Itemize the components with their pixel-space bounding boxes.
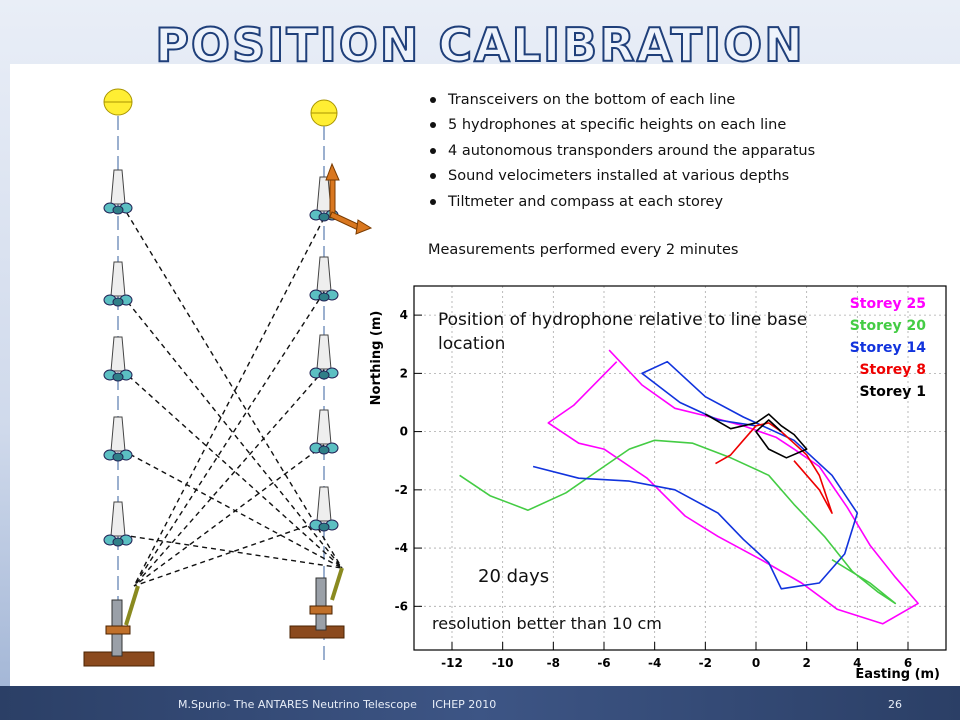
x-tick-label: -10 — [492, 656, 514, 670]
page-number: 26 — [888, 698, 902, 711]
series-line — [547, 349, 919, 625]
plot-overlay-title: Position of hydrophone relative to line … — [438, 310, 808, 354]
y-tick-label: 0 — [400, 425, 408, 439]
legend: Storey 25 Storey 20 Storey 14 Storey 8 Store… — [850, 296, 927, 400]
bullet-item: 4 autonomous transponders around the app… — [428, 139, 815, 164]
y-axis-label: Northing (m) — [369, 311, 384, 406]
legend-entry: Storey 1 — [859, 384, 926, 400]
anchor-base-icon — [83, 567, 345, 667]
bullet-list: Transceivers on the bottom of each line … — [428, 88, 815, 215]
x-tick-label: 6 — [904, 656, 912, 670]
bullet-item: Sound velocimeters installed at various … — [428, 164, 815, 189]
measurements-text: Measurements performed every 2 minutes — [428, 242, 739, 258]
y-tick-label: -6 — [395, 599, 408, 613]
x-tick-label: -4 — [648, 656, 661, 670]
footer-mid: ICHEP 2010 — [432, 698, 497, 711]
compass-arrows-icon — [325, 162, 373, 235]
series-line — [532, 360, 859, 590]
buoy-icon — [103, 88, 338, 127]
x-tick-label: -6 — [597, 656, 610, 670]
footer-left: M.Spurio- The ANTARES Neutrino Telescope — [178, 698, 417, 711]
x-tick-label: -12 — [441, 656, 463, 670]
slide-title: POSITION CALIBRATION — [154, 17, 805, 73]
x-tick-label: -2 — [699, 656, 712, 670]
x-tick-label: 0 — [752, 656, 760, 670]
series-line — [459, 439, 897, 605]
x-axis-label: Easting (m) — [855, 667, 940, 682]
y-tick-label: -4 — [395, 541, 408, 555]
storey-icon — [309, 176, 339, 532]
legend-entry: Storey 8 — [859, 362, 926, 378]
bullet-item: 5 hydrophones at specific heights on eac… — [428, 113, 815, 138]
resolution-label: resolution better than 10 cm — [432, 614, 662, 633]
storey-icon — [103, 169, 133, 547]
y-tick-label: 4 — [400, 308, 408, 322]
y-tick-label: 2 — [400, 366, 408, 380]
position-plot: -12 -10 -8 -6 -4 -2 0 2 4 6 -6 -4 -2 0 2 4 Northing (m… — [358, 278, 956, 686]
x-tick-label: 4 — [853, 656, 861, 670]
series-line — [704, 413, 808, 459]
series-line — [715, 422, 833, 514]
bullet-item: Transceivers on the bottom of each line — [428, 88, 815, 113]
legend-entry: Storey 25 — [850, 296, 926, 312]
footer-bar — [0, 686, 960, 720]
x-tick-label: 2 — [802, 656, 810, 670]
bullet-item: Tiltmeter and compass at each storey — [428, 190, 815, 215]
legend-entry: Storey 14 — [850, 340, 927, 356]
x-tick-label: -8 — [547, 656, 560, 670]
duration-label: 20 days — [478, 566, 550, 587]
line-schematic — [83, 88, 373, 667]
y-tick-label: -2 — [395, 483, 408, 497]
legend-entry: Storey 20 — [850, 318, 927, 334]
